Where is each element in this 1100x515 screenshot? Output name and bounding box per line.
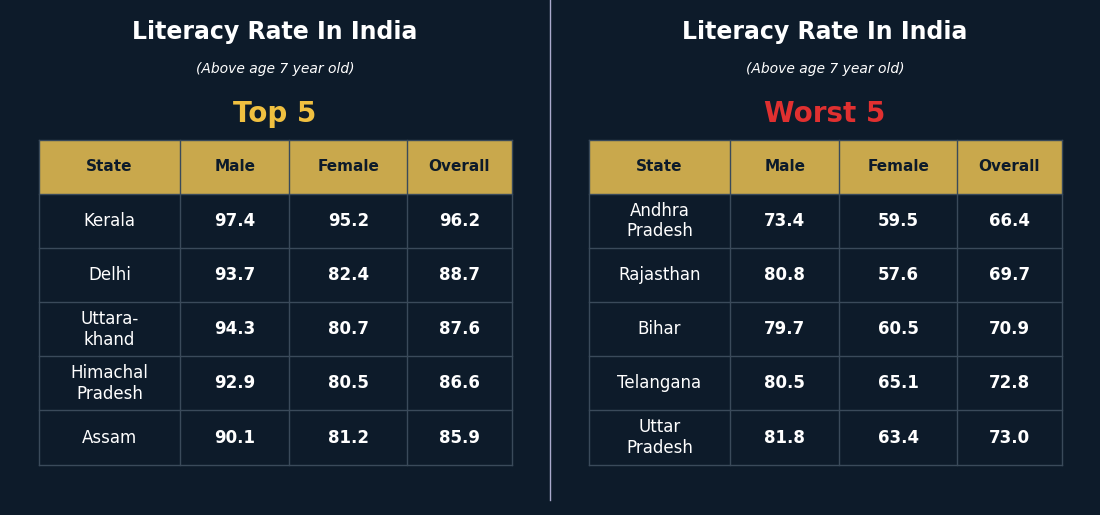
Text: 96.2: 96.2 — [439, 212, 480, 230]
Text: Uttara-
khand: Uttara- khand — [80, 310, 139, 349]
Text: Uttar
Pradesh: Uttar Pradesh — [626, 418, 693, 457]
Text: 73.4: 73.4 — [764, 212, 805, 230]
Text: 60.5: 60.5 — [878, 320, 918, 338]
Text: 94.3: 94.3 — [214, 320, 255, 338]
Bar — [588, 356, 1062, 410]
Bar — [39, 140, 512, 194]
Bar — [39, 140, 512, 194]
Text: Male: Male — [214, 160, 255, 175]
Text: 57.6: 57.6 — [878, 266, 918, 284]
Text: 80.8: 80.8 — [764, 266, 805, 284]
Text: Telangana: Telangana — [617, 374, 702, 392]
Bar — [39, 194, 512, 248]
Text: State: State — [86, 160, 133, 175]
Text: 80.5: 80.5 — [328, 374, 369, 392]
Text: 70.9: 70.9 — [989, 320, 1030, 338]
Text: 82.4: 82.4 — [328, 266, 369, 284]
Text: 85.9: 85.9 — [439, 428, 480, 447]
Text: 73.0: 73.0 — [989, 428, 1030, 447]
Bar — [588, 194, 1062, 248]
Text: (Above age 7 year old): (Above age 7 year old) — [746, 62, 904, 76]
Text: Female: Female — [868, 160, 930, 175]
Text: Andhra
Pradesh: Andhra Pradesh — [626, 202, 693, 241]
Text: Rajasthan: Rajasthan — [618, 266, 701, 284]
Text: 93.7: 93.7 — [214, 266, 255, 284]
Bar — [588, 302, 1062, 356]
Bar — [588, 140, 1062, 194]
Bar — [588, 140, 1062, 194]
Text: Kerala: Kerala — [84, 212, 135, 230]
Text: State: State — [636, 160, 683, 175]
Text: Top 5: Top 5 — [233, 100, 317, 128]
Text: (Above age 7 year old): (Above age 7 year old) — [196, 62, 354, 76]
Text: 88.7: 88.7 — [439, 266, 480, 284]
Text: 86.6: 86.6 — [439, 374, 480, 392]
Text: 81.2: 81.2 — [328, 428, 369, 447]
Bar — [39, 356, 512, 410]
Text: Overall: Overall — [979, 160, 1041, 175]
Text: Literacy Rate In India: Literacy Rate In India — [682, 20, 968, 44]
Text: Literacy Rate In India: Literacy Rate In India — [132, 20, 418, 44]
Text: Delhi: Delhi — [88, 266, 131, 284]
Text: 80.7: 80.7 — [328, 320, 369, 338]
Text: 90.1: 90.1 — [214, 428, 255, 447]
Text: Overall: Overall — [429, 160, 491, 175]
Text: 87.6: 87.6 — [439, 320, 480, 338]
Text: 63.4: 63.4 — [878, 428, 918, 447]
Text: Bihar: Bihar — [638, 320, 681, 338]
Text: 65.1: 65.1 — [878, 374, 918, 392]
Text: 59.5: 59.5 — [878, 212, 918, 230]
Text: 81.8: 81.8 — [764, 428, 805, 447]
Text: 79.7: 79.7 — [764, 320, 805, 338]
Text: 66.4: 66.4 — [989, 212, 1030, 230]
Text: Male: Male — [764, 160, 805, 175]
Text: 97.4: 97.4 — [214, 212, 255, 230]
Text: Himachal
Pradesh: Himachal Pradesh — [70, 364, 148, 403]
Bar — [588, 248, 1062, 302]
Text: 69.7: 69.7 — [989, 266, 1030, 284]
Text: 80.5: 80.5 — [764, 374, 805, 392]
Text: Worst 5: Worst 5 — [764, 100, 886, 128]
Text: Female: Female — [318, 160, 380, 175]
Text: 72.8: 72.8 — [989, 374, 1030, 392]
Text: 92.9: 92.9 — [214, 374, 255, 392]
Text: 95.2: 95.2 — [328, 212, 369, 230]
Text: Assam: Assam — [81, 428, 138, 447]
Bar — [39, 248, 512, 302]
Bar — [39, 302, 512, 356]
